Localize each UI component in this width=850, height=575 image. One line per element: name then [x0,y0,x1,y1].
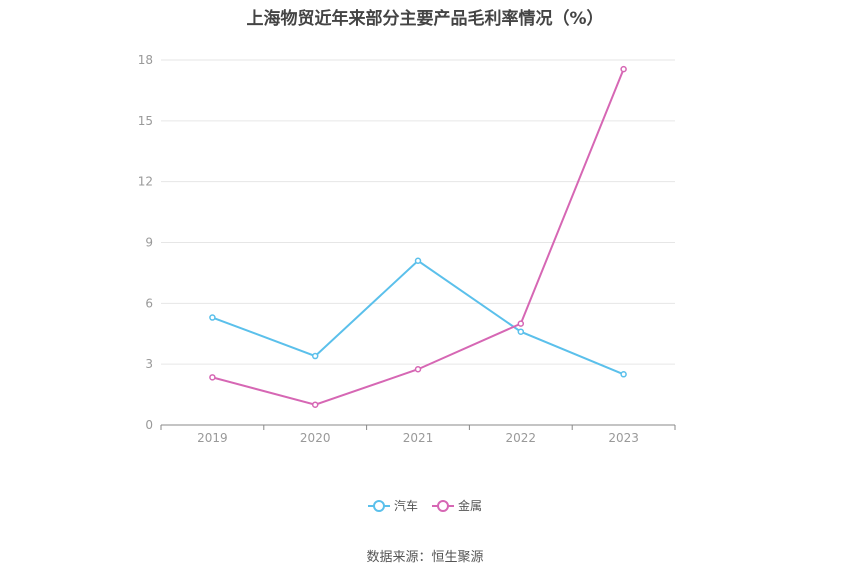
legend-marker-0 [367,499,390,512]
legend-label-1: 金属 [458,499,483,513]
data-point [311,352,319,360]
data-point [414,257,422,264]
x-tick-label: 2022 [506,431,537,445]
data-point [209,314,216,321]
x-tick-label: 2019 [197,431,228,445]
y-tick-label: 15 [138,114,153,128]
legend-marker-1 [432,499,454,512]
y-tick-label: 12 [138,175,153,189]
data-point [209,374,216,381]
legend-label-0: 汽车 [393,499,418,513]
x-tick-label: 2020 [300,431,331,445]
x-tick-label: 2023 [608,431,639,445]
chart-title: 上海物贸近年来部分主要产品毛利率情况（%） [246,9,604,29]
y-tick-label: 3 [145,357,153,371]
legend: 汽车 金属 [0,497,850,514]
series-line-1 [212,68,625,406]
y-tick-label: 6 [145,296,153,310]
data-source: 数据来源：恒生聚源 [366,550,484,565]
data-point [620,371,627,378]
data-point [517,320,525,327]
x-tick-label: 2021 [403,431,434,445]
series-line-0 [212,259,624,376]
y-tick-label: 9 [145,236,153,250]
y-tick-label: 18 [138,53,153,67]
legend-item-1[interactable]: 金属 [432,497,482,514]
data-point [517,328,525,335]
data-point [620,65,627,73]
legend-item-0[interactable]: 汽车 [367,497,418,514]
data-point [311,401,319,408]
y-tick-label: 0 [145,418,153,432]
data-point [414,365,422,373]
